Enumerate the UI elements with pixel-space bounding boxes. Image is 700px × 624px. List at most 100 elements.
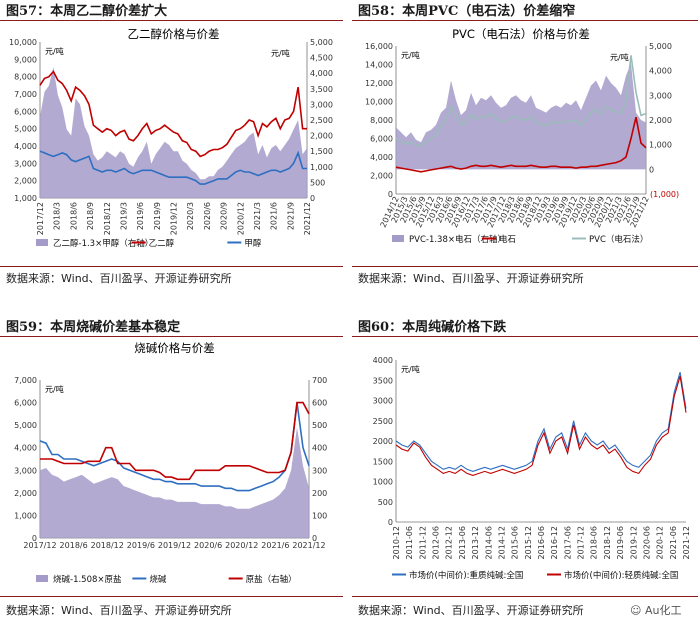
x-tick: 2017-12 [577, 526, 586, 559]
legend-label-0: PVC-1.38×电石（右轴） [409, 234, 506, 245]
y-tick-left: 0 [32, 534, 37, 543]
series-line-2 [40, 401, 310, 481]
x-tick: 2018/3 [53, 202, 62, 230]
y-tick-left: 9,000 [14, 55, 37, 64]
y-tick-left: 8,000 [14, 73, 37, 82]
y-tick-left: 3,000 [14, 466, 37, 475]
x-tick: 2017/12 [23, 541, 56, 550]
y-tick-left: 1,000 [14, 194, 37, 203]
x-tick: 2019/6 [127, 541, 155, 550]
y-tick-right: 2,500 [310, 116, 333, 125]
y-tick-right: 500 [310, 178, 325, 187]
x-tick: 2018/6 [69, 202, 78, 230]
y-tick-left: 0 [388, 190, 393, 199]
series-line-2 [395, 55, 647, 147]
y-tick-left: 2,000 [14, 177, 37, 186]
series-area-0 [40, 67, 307, 198]
y-tick-left: 1500 [373, 457, 393, 466]
y-tick-left: 6,000 [370, 135, 393, 144]
legend-label-0: 乙二醇-1.3×甲醇（右轴） [53, 238, 153, 249]
legend-swatch-0 [36, 239, 48, 246]
unit-label-right: 元/吨 [271, 48, 290, 58]
fig59-bottom-rule [0, 596, 343, 597]
x-tick: 2018/6 [60, 541, 88, 550]
y-tick-right: 4,000 [310, 69, 333, 78]
x-tick: 2018-06 [590, 526, 599, 559]
fig60-chart: 0 500 1000 1500 2000 2500 3000 3500 4000 元/吨 2010-… [373, 356, 691, 581]
y-tick-left: 1,000 [14, 511, 37, 520]
legend-label-2: 甲醇 [244, 238, 262, 249]
fig57-bottom-rule [0, 266, 343, 267]
series-line-2 [39, 150, 307, 185]
watermark: ☺ Au化工 [630, 602, 681, 618]
fig60-bottom-rule [352, 596, 698, 597]
unit-label-left: 元/吨 [45, 384, 64, 394]
y-tick-left: 16,000 [365, 42, 393, 51]
y-tick-left: 3000 [373, 397, 393, 406]
y-tick-right: 600 [312, 399, 327, 408]
legend-label-1: 乙二醇 [149, 238, 175, 249]
y-tick-right: 500 [312, 421, 327, 430]
x-tick: 2021/6 [270, 202, 279, 230]
x-tick: 2020/6 [203, 202, 212, 230]
fig58-title: 图58：本周PVC（电石法）价差缩窄 [358, 4, 576, 19]
x-tick: 2019/9 [153, 202, 162, 230]
y-tick-left: 5,000 [14, 125, 37, 134]
x-tick: 2020/12 [225, 541, 258, 550]
x-tick: 2018-12 [603, 526, 612, 559]
y-tick-left: 4,000 [14, 142, 37, 151]
y-tick-left: 2000 [373, 437, 393, 446]
y-tick-left: 6,000 [14, 107, 37, 116]
x-tick: 2011-06 [405, 526, 414, 559]
x-tick: 2019/12 [158, 541, 191, 550]
y-tick-left: 0 [388, 518, 393, 527]
y-tick-right: 700 [312, 376, 327, 385]
unit-label-left: 元/吨 [45, 46, 64, 56]
fig57-top-rule [0, 20, 343, 21]
y-tick-right: 4,000 [649, 67, 672, 76]
chart-title: 烧碱价格与价差 [134, 341, 215, 355]
y-tick-left: 10,000 [365, 98, 393, 107]
fig59-top-rule [0, 336, 343, 337]
x-tick: 2020/9 [220, 202, 229, 230]
legend-label-2: 原盐（右轴） [246, 574, 297, 585]
x-tick: 2017/12 [36, 202, 45, 235]
y-tick-left: 3500 [373, 376, 393, 385]
x-tick: 2016-12 [550, 526, 559, 559]
legend-label-1: 市场价(中间价):轻质纯碱:全国 [564, 570, 678, 581]
series-area-0 [40, 427, 309, 538]
x-tick: 2021-12 [682, 526, 691, 559]
y-tick-left: 7,000 [14, 376, 37, 385]
panel-fig60: 图60：本周纯碱价格下跌 0 500 1000 1500 2000 2500 3000 350… [352, 316, 700, 624]
chart-title: PVC（电石法）价格与价差 [452, 27, 590, 41]
wechat-icon: ☺ [630, 604, 642, 617]
x-tick: 2015-06 [511, 526, 520, 559]
y-tick-left: 10,000 [9, 38, 37, 47]
legend-label-0: 市场价(中间价):重质纯碱:全国 [409, 570, 523, 581]
x-tick: 2021/6 [261, 541, 289, 550]
panel-fig59: 图59：本周烧碱价差基本稳定 烧碱价格与价差 0 1,000 2,000 3,000 4,… [0, 316, 350, 624]
series-area-0 [396, 63, 646, 170]
series-line-1 [395, 376, 687, 476]
legend-label-2: PVC（电石法） [589, 234, 648, 245]
y-tick-left: 1000 [373, 478, 393, 487]
y-tick-left: 2,000 [370, 172, 393, 181]
panel-fig58: 图58：本周PVC（电石法）价差缩窄 PVC（电石法）价格与价差 0 2,000 4,… [352, 0, 700, 300]
x-tick: 2014-06 [484, 526, 493, 559]
fig59-source: 数据来源：Wind、百川盈孚、开源证券研究所 [6, 604, 232, 617]
x-tick: 2014-12 [497, 526, 506, 559]
fig60-title: 图60：本周纯碱价格下跌 [358, 320, 507, 335]
y-tick-left: 2,000 [14, 489, 37, 498]
legend-swatch-0 [392, 235, 404, 242]
fig57-title: 图57：本周乙二醇价差扩大 [6, 4, 168, 19]
y-tick-left: 3,000 [14, 159, 37, 168]
fig58-source: 数据来源：Wind、百川盈孚、开源证券研究所 [358, 272, 584, 285]
fig60-top-rule [352, 336, 698, 337]
legend-label-0: 烧碱-1.508×原盐 [53, 574, 122, 585]
y-tick-left: 500 [378, 498, 393, 507]
y-tick-right: 100 [312, 511, 327, 520]
y-tick-right: 1,000 [649, 141, 672, 150]
y-tick-right: 4,500 [310, 54, 333, 63]
x-tick: 2020-12 [656, 526, 665, 559]
y-tick-right: 5,000 [310, 38, 333, 47]
